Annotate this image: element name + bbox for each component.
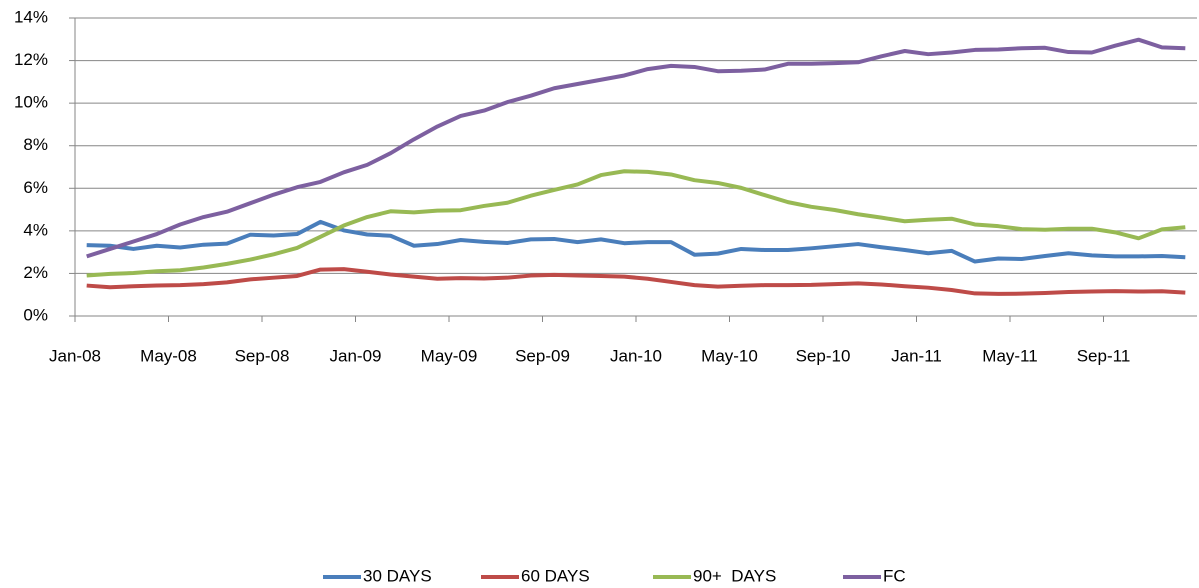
x-tick-label: May-11 <box>982 346 1037 365</box>
y-tick-label: 14% <box>14 7 48 26</box>
y-tick-label: 0% <box>23 305 48 324</box>
x-tick-label: Sep-09 <box>515 346 570 365</box>
series-line <box>86 37 1186 259</box>
x-tick-label: May-10 <box>701 346 758 365</box>
y-tick-label: 10% <box>14 93 48 112</box>
series-line <box>86 267 1186 296</box>
x-tick-label: Sep-08 <box>235 346 290 365</box>
x-tick-label: Jan-11 <box>891 346 942 365</box>
x-tick-label: May-09 <box>421 346 478 365</box>
y-tick-label: 8% <box>23 135 48 154</box>
x-tick-label: Sep-10 <box>796 346 851 365</box>
legend-label: 30 DAYS <box>363 566 432 585</box>
x-tick-label: Jan-09 <box>330 346 382 365</box>
legend-label: 60 DAYS <box>521 566 590 585</box>
x-tick-label: Jan-08 <box>49 346 101 365</box>
y-tick-label: 12% <box>14 50 48 69</box>
y-tick-label: 6% <box>23 178 48 197</box>
y-tick-label: 2% <box>23 263 48 282</box>
x-tick-label: May-08 <box>140 346 197 365</box>
y-tick-label: 4% <box>23 220 48 239</box>
series-line <box>86 169 1186 278</box>
series-line <box>86 219 1186 264</box>
x-tick-label: Jan-10 <box>610 346 662 365</box>
x-tick-label: Sep-11 <box>1077 346 1131 365</box>
legend-label: FC <box>883 566 906 585</box>
legend-label: 90+ DAYS <box>693 566 776 585</box>
